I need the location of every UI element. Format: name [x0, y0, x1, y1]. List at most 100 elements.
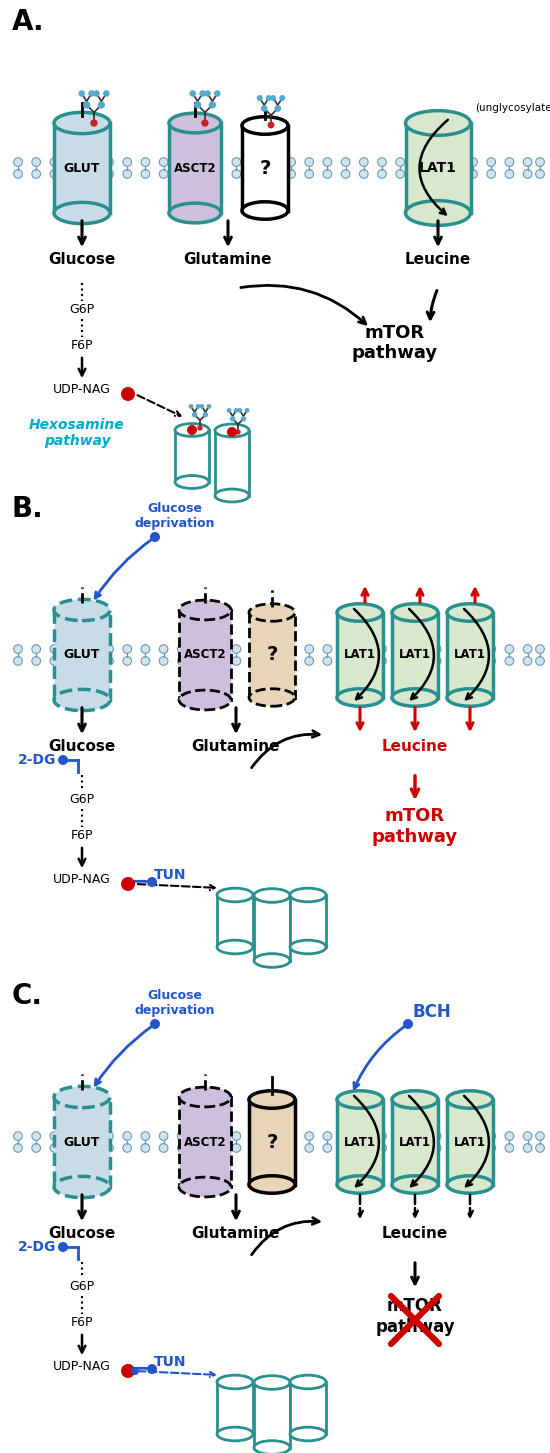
Circle shape: [396, 645, 405, 654]
Ellipse shape: [337, 1175, 383, 1193]
Circle shape: [274, 105, 281, 112]
Circle shape: [104, 657, 113, 665]
Ellipse shape: [217, 940, 253, 953]
Circle shape: [150, 532, 160, 542]
Circle shape: [14, 170, 23, 179]
Ellipse shape: [169, 113, 221, 132]
Ellipse shape: [337, 689, 383, 706]
Circle shape: [123, 1144, 131, 1152]
Ellipse shape: [175, 423, 209, 436]
Text: TUN: TUN: [154, 867, 186, 882]
Circle shape: [268, 645, 277, 654]
Circle shape: [207, 404, 211, 408]
Circle shape: [257, 94, 263, 102]
Circle shape: [194, 102, 201, 109]
Bar: [179, 610, 231, 700]
Text: G6P: G6P: [69, 1280, 95, 1293]
Ellipse shape: [290, 1375, 326, 1389]
Circle shape: [50, 1132, 59, 1141]
Circle shape: [131, 1367, 139, 1375]
Circle shape: [103, 90, 109, 97]
Circle shape: [123, 645, 131, 654]
Circle shape: [86, 158, 95, 167]
Circle shape: [86, 170, 95, 179]
Circle shape: [88, 90, 95, 97]
Circle shape: [68, 657, 77, 665]
Circle shape: [536, 657, 544, 665]
Circle shape: [196, 645, 205, 654]
Circle shape: [196, 657, 205, 665]
Circle shape: [414, 1144, 423, 1152]
Circle shape: [32, 1144, 41, 1152]
Circle shape: [469, 657, 477, 665]
Text: UDP-NAG: UDP-NAG: [53, 873, 111, 886]
Circle shape: [261, 105, 268, 112]
Circle shape: [121, 386, 135, 401]
Circle shape: [232, 170, 241, 179]
Text: Glutamine: Glutamine: [192, 740, 280, 754]
Circle shape: [104, 170, 113, 179]
Ellipse shape: [179, 600, 231, 620]
Bar: [249, 613, 295, 697]
Circle shape: [200, 404, 204, 408]
Text: GLUT: GLUT: [64, 161, 100, 174]
Circle shape: [536, 1144, 544, 1152]
Text: Glucose
deprivation: Glucose deprivation: [135, 501, 215, 530]
Circle shape: [396, 1144, 405, 1152]
Circle shape: [414, 170, 423, 179]
Ellipse shape: [392, 689, 438, 706]
Circle shape: [104, 1144, 113, 1152]
Circle shape: [523, 1132, 532, 1141]
Circle shape: [68, 1132, 77, 1141]
Circle shape: [178, 170, 186, 179]
Circle shape: [160, 158, 168, 167]
Circle shape: [487, 170, 496, 179]
Circle shape: [250, 158, 259, 167]
Circle shape: [232, 1132, 241, 1141]
Circle shape: [121, 1364, 135, 1377]
Circle shape: [250, 645, 259, 654]
Text: LAT1: LAT1: [399, 1135, 431, 1148]
Text: mTOR
pathway: mTOR pathway: [352, 324, 438, 362]
Bar: [249, 1100, 295, 1184]
Ellipse shape: [54, 112, 110, 134]
Text: F6P: F6P: [71, 830, 94, 841]
Circle shape: [450, 645, 459, 654]
Text: G6P: G6P: [69, 304, 95, 315]
Circle shape: [469, 158, 477, 167]
Circle shape: [189, 404, 194, 408]
Circle shape: [178, 657, 186, 665]
Circle shape: [250, 657, 259, 665]
Circle shape: [287, 170, 295, 179]
Circle shape: [432, 158, 441, 167]
Bar: [175, 430, 209, 482]
Circle shape: [505, 1144, 514, 1152]
Circle shape: [487, 158, 496, 167]
Circle shape: [196, 404, 201, 408]
Circle shape: [238, 408, 242, 413]
Circle shape: [232, 657, 241, 665]
Ellipse shape: [337, 1091, 383, 1109]
Circle shape: [58, 756, 68, 764]
Circle shape: [93, 90, 100, 97]
Circle shape: [450, 158, 459, 167]
Circle shape: [68, 645, 77, 654]
Circle shape: [214, 1144, 223, 1152]
Circle shape: [14, 657, 23, 665]
Text: ASCT2: ASCT2: [184, 1135, 226, 1148]
Bar: [290, 1382, 326, 1434]
Circle shape: [235, 429, 241, 434]
Text: Leucine: Leucine: [382, 740, 448, 754]
Circle shape: [160, 645, 168, 654]
Circle shape: [469, 170, 477, 179]
Circle shape: [123, 657, 131, 665]
Circle shape: [268, 657, 277, 665]
Text: UDP-NAG: UDP-NAG: [53, 1360, 111, 1373]
Circle shape: [147, 1364, 157, 1375]
Circle shape: [86, 1132, 95, 1141]
Circle shape: [536, 170, 544, 179]
Circle shape: [187, 424, 197, 434]
Circle shape: [199, 90, 206, 97]
Circle shape: [341, 1132, 350, 1141]
Circle shape: [104, 158, 113, 167]
